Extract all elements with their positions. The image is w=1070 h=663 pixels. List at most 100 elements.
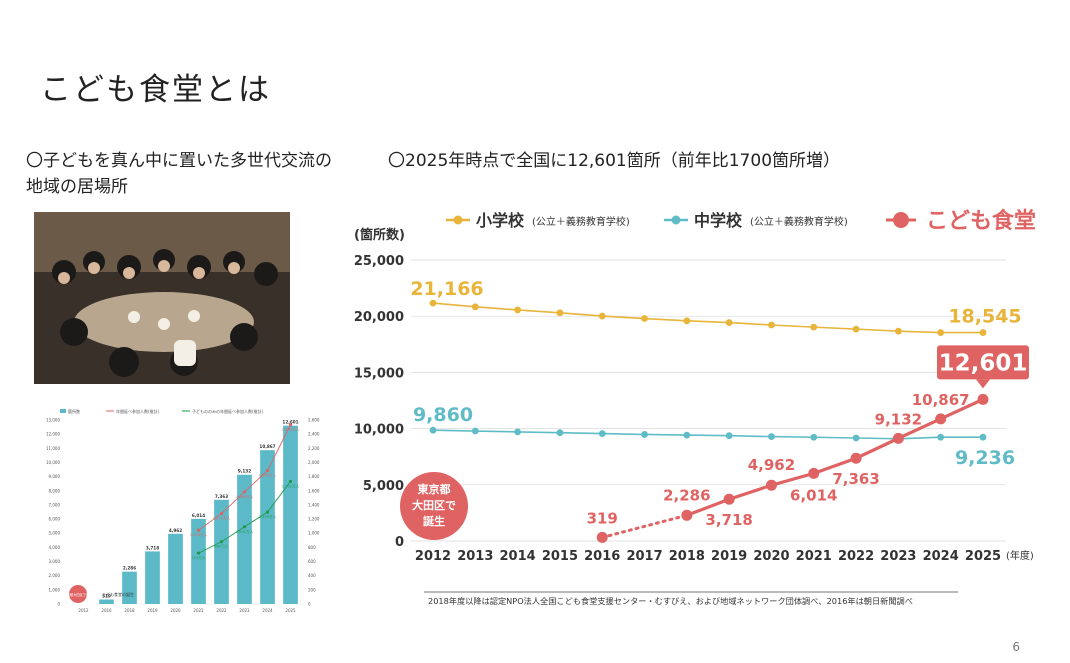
kodomo-point [808,467,820,479]
x-tick-label: 2023 [880,549,916,564]
x-tick-label: 2014 [500,549,536,564]
mini-y-tick: 7,000 [49,502,61,507]
x-tick-label: 2012 [415,549,451,564]
birth-annotation-line1: 東京都 [418,482,451,496]
mini-bar-value: 12,601 [282,420,298,425]
x-tick-label: 2024 [923,549,959,564]
kodomo-dotted-line [600,513,689,539]
kodomo-point [681,509,693,521]
y-tick-label: 10,000 [354,423,404,438]
mini-y-tick: 5,000 [49,531,61,536]
mini-value-labels: 3192,2863,7184,9626,0147,3639,13210,8671… [102,420,299,599]
mini-participant-label: 1,885万人 [259,473,277,478]
mini-y2-tick: 1,600 [308,488,320,493]
mini-bar-value: 6,014 [192,513,205,518]
mini-x-tick: 2023 [239,608,250,613]
y-tick-label: 25,000 [354,254,404,269]
mini-participant-label: 880万人 [214,544,228,549]
main-data-labels: 21,166 18,545 9,860 9,236 319 2,286 3,718 4,962… [410,278,1029,529]
mini-legend: 箇所数 年間延べ参加人数(推計) 子どもののみの年間延べ参加人数(推計) [60,408,264,414]
mini-x-tick: 2022 [216,608,227,613]
mini-y2-tick: 2,600 [308,418,320,423]
mini-bar [283,425,298,604]
mini-bar [260,450,275,604]
x-tick-label: 2015 [542,549,578,564]
mini-participant-point [219,512,224,516]
mini-y2-tick: 2,400 [308,432,320,437]
junior-point [810,433,818,441]
mini-participant-label: 1,732万人 [282,483,300,488]
mini-bar-value: 2,286 [123,566,136,571]
mini-participant-label: 1,584万人 [236,494,254,499]
mini-participant-point [242,490,247,494]
x-tick-label: 2018 [669,549,705,564]
junior-point [598,430,606,438]
junior-point [641,431,648,438]
elementary-point [768,321,775,329]
x-axis-title: (年度) [1006,549,1034,562]
main-line-chart: 小学校 (公立＋義務教育学校) 中学校 (公立＋義務教育学校) こども食堂 (箇… [354,208,1036,606]
junior-point [768,433,775,440]
mini-participant-point [288,423,293,427]
mini-y2-tick: 200 [308,587,316,592]
right-caption: 〇2025年時点で全国に12,601箇所（前年比1700箇所増） [388,151,841,171]
mini-bars [99,425,298,604]
mini-participant-point [242,525,247,529]
mini-legend-children: 子どもののみの年間延べ参加人数(推計) [192,408,264,414]
x-tick-label: 2016 [584,549,620,564]
mini-birth-label: 東京都大田区で誕生 [64,592,93,597]
kodomo-label: 7,363 [832,470,879,488]
legend-elementary: 小学校 [476,211,525,230]
junior-point [429,426,437,434]
mini-y-tick: 6,000 [49,517,61,522]
main-series [429,299,989,543]
main-gridlines [411,259,1006,542]
kodomo-label: 3,718 [705,511,752,529]
kodomo-point [892,432,904,444]
photo-illustration [34,212,290,384]
elementary-point [852,325,860,333]
mini-y-tick: 3,000 [49,559,61,564]
mini-participant-label: 2,533万人 [282,427,300,432]
junior-first-label: 9,860 [413,404,473,426]
elementary-point [641,315,648,322]
mini-bar-chart: 2012 2016 2018 2019 2020 2021 2022 2023 2024 2025… [46,408,320,613]
mini-y2-tick: 400 [308,573,316,578]
mini-x-tick: 2020 [170,608,181,613]
kodomo-point [596,531,608,543]
mini-legend-bars: 箇所数 [68,408,80,414]
mini-participant-point [196,528,201,532]
elementary-point [514,306,522,314]
mini-participant-point [219,540,224,544]
mini-y-labels: 0 1,000 2,000 3,000 4,000 5,000 6,000 7,000 8,00… [46,418,320,607]
birth-annotation: 東京都 大田区で 誕生 [400,472,468,540]
mini-y-tick: 2,000 [49,573,61,578]
legend-kodomo: こども食堂 [926,208,1036,234]
x-tick-label: 2017 [626,549,662,564]
mini-y-tick: 11,000 [46,446,60,451]
series-line-elementary [432,302,983,334]
main-y-ticks: 0 5,000 10,000 15,000 20,000 25,000 [354,254,404,550]
kodomo-point [935,413,947,425]
mini-bar [145,551,160,604]
junior-last-label: 9,236 [955,447,1015,469]
x-tick-label: 2019 [711,549,747,564]
elementary-point [556,309,564,317]
children-dining-photo [34,212,290,384]
mini-participant-label: 1,277万人 [213,516,231,521]
main-x-ticks: 2012 2013 2014 2015 2016 2017 2018 2019 2020 2021… [415,549,1001,564]
mini-y2-tick: 1,400 [308,502,320,507]
source-note: 2018年度以降は認定NPO法人全国こども食堂支援センター・むすびえ、および地域… [428,596,913,606]
elementary-point [429,299,437,307]
elementary-last-label: 18,545 [948,306,1021,328]
kodomo-point [723,493,735,505]
mini-x-labels: 2012 2016 2018 2019 2020 2021 2022 2023 2024 2025 [78,608,296,613]
mini-bar [214,499,229,604]
mini-y-tick: 8,000 [49,488,61,493]
junior-point [514,428,522,436]
mini-birth-note: こども食堂の誕生 [102,591,134,597]
mini-y-tick: 1,000 [49,587,61,592]
junior-point [471,427,479,435]
elementary-point [471,303,479,311]
legend-junior-note: (公立＋義務教育学校) [750,215,848,228]
